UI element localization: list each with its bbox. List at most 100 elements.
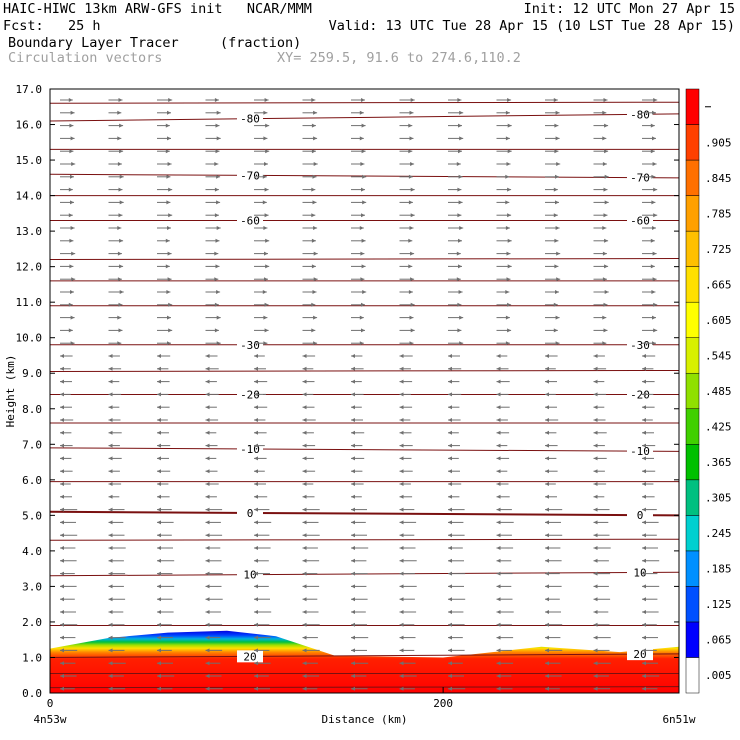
vector-arrow-head (399, 469, 404, 474)
vector-arrow-head (108, 635, 113, 640)
vector-arrow-head (651, 290, 656, 294)
vector-arrow-head (215, 149, 220, 154)
vector-arrow-head (263, 110, 268, 115)
vector-arrow-head (167, 277, 172, 282)
vector-arrow-head (399, 507, 404, 512)
vector-arrow-head (554, 123, 559, 128)
colorbar-swatch (685, 515, 700, 552)
vector-arrow-head (652, 277, 657, 282)
vector-arrow-head (157, 494, 161, 499)
vector-arrow-head (457, 213, 462, 218)
tracer-region (50, 630, 679, 693)
vector-arrow-head (506, 277, 511, 282)
vector-arrow-head (456, 162, 461, 166)
vector-arrow-head (593, 571, 598, 576)
vector-arrow-head (642, 558, 646, 563)
vector-arrow-head (214, 162, 219, 166)
isotherm-label-bg (627, 509, 653, 522)
y-tick-label: 3.0 (22, 580, 42, 593)
vector-arrow-head (505, 200, 510, 205)
vector-arrow-head (496, 443, 501, 448)
vector-arrow-head (642, 674, 646, 678)
vector-arrow-head (351, 392, 355, 397)
vector-arrow-head (545, 456, 549, 461)
vector-arrow-head (593, 546, 598, 550)
vector-arrow-head (458, 200, 463, 205)
vector-arrow-head (448, 610, 452, 614)
vector-arrow-head (254, 546, 258, 550)
vector-arrow-head (593, 622, 598, 627)
vector-arrow-head (409, 341, 414, 346)
contour-line (50, 686, 679, 689)
vector-arrow-head (312, 200, 317, 205)
vector-arrow-head (593, 469, 598, 474)
vector-arrow-head (604, 123, 609, 128)
isotherm-label-bg (627, 388, 653, 401)
vector-arrow-head (214, 213, 219, 218)
vector-arrow-head (507, 98, 512, 102)
colorbar-label: .665 (705, 278, 732, 291)
vector-arrow-head (399, 635, 404, 640)
vector-arrow-head (264, 328, 269, 333)
vector-arrow-head (351, 507, 355, 512)
vector-arrow-head (496, 686, 501, 691)
vector-arrow-head (60, 520, 64, 525)
vector-arrow-head (214, 302, 219, 307)
vector-arrow-head (351, 635, 355, 640)
vector-arrow-head (496, 584, 501, 589)
isotherm-label: -70 (240, 169, 260, 182)
vector-arrow-head (505, 136, 510, 141)
colorbar-swatch (685, 550, 700, 587)
vector-arrow-head (60, 533, 64, 538)
vector-arrow-head (642, 507, 646, 512)
vector-arrow-head (117, 315, 122, 320)
vector-arrow-head (351, 354, 355, 358)
isotherm-label: -70 (630, 172, 650, 185)
colorbar-label: .125 (705, 598, 732, 611)
vector-arrow-head (157, 507, 161, 512)
vector-arrow-head (168, 213, 173, 218)
vector-arrow-head (254, 648, 258, 653)
vector-arrow-head (117, 341, 122, 346)
vector-arrow-head (263, 341, 268, 346)
vector-arrow-head (254, 469, 258, 474)
vector-arrow-head (214, 187, 219, 192)
vector-arrow-head (254, 354, 258, 358)
vector-arrow-head (505, 226, 510, 230)
vector-arrow-head (157, 456, 161, 461)
vector-arrow-head (166, 174, 171, 179)
vector-arrow-head (496, 533, 501, 538)
vector-arrow-head (69, 123, 74, 128)
isotherm-label-bg (237, 214, 263, 227)
vector-arrow-head (157, 610, 161, 614)
vector-arrow-head (545, 546, 549, 550)
vector-arrow-head (604, 264, 609, 269)
vector-arrow-head (302, 482, 307, 486)
vector-arrow-head (254, 392, 258, 397)
vector-arrow-head (545, 597, 549, 602)
isotherm-label-bg (627, 566, 653, 579)
vector-arrow-head (351, 558, 355, 563)
vector-arrow-head (361, 264, 366, 269)
vector-arrow-head (205, 392, 210, 397)
plot-frame (49, 88, 680, 694)
vector-arrow-head (496, 622, 501, 627)
vector-arrow-head (457, 187, 462, 192)
vector-arrow-head (496, 482, 501, 486)
vector-arrow-head (254, 584, 258, 589)
y-tick-label: 17.0 (16, 83, 43, 96)
vector-arrow-head (205, 494, 210, 499)
isotherm-label: -30 (240, 339, 260, 352)
vector-arrow-head (652, 315, 656, 320)
isotherm-label-bg (627, 214, 653, 227)
vector-arrow-head (642, 533, 646, 538)
vector-arrow-head (157, 366, 161, 371)
vector-arrow-head (496, 661, 501, 666)
colorbar-label: .185 (705, 563, 732, 576)
vector-arrow-head (68, 302, 73, 307)
vector-arrow-head (265, 149, 270, 154)
vector-arrow-head (545, 443, 549, 448)
vector-arrow-head (351, 405, 355, 410)
vector-arrow-head (604, 149, 609, 154)
vector-arrow-head (507, 149, 512, 154)
